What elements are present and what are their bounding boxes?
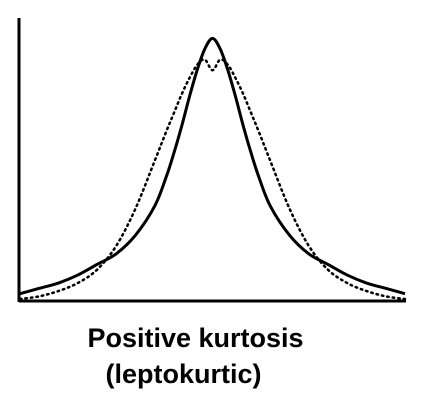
series-layer [18,36,407,301]
caption-line-2: (leptokurtic) [105,359,262,389]
series-dotted-curve [18,58,407,301]
caption-line-1: Positive kurtosis [87,323,304,353]
series-solid-curve [19,36,406,296]
